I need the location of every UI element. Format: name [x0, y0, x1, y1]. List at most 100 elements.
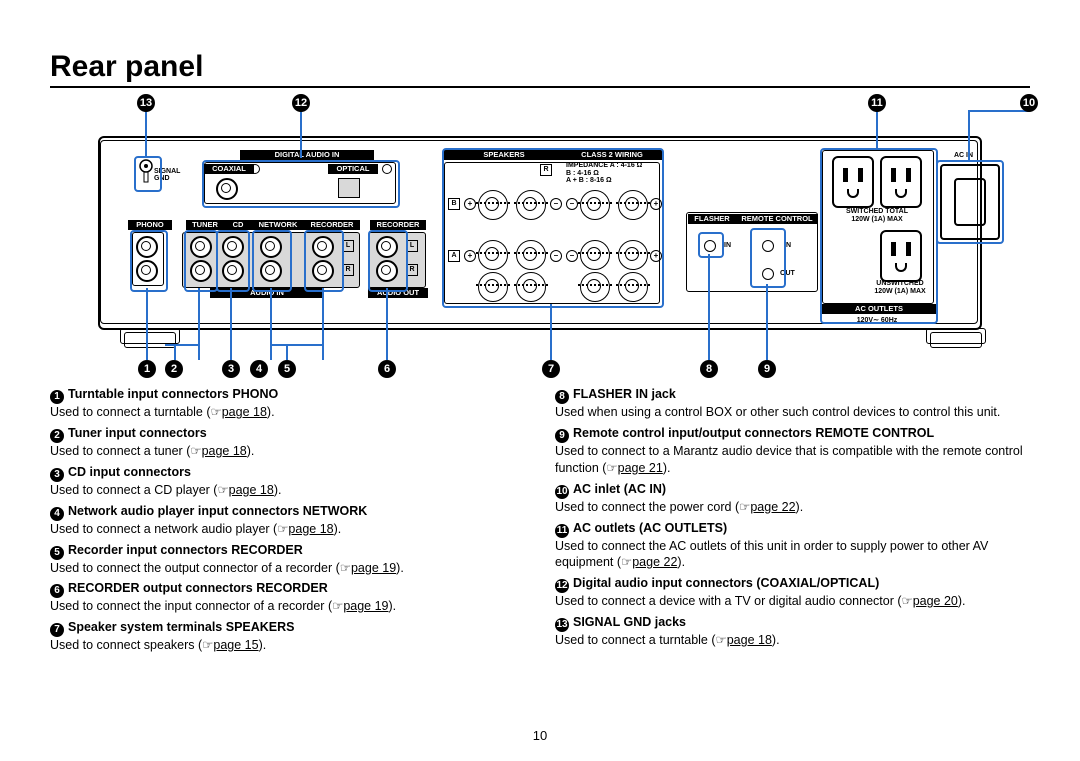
phono-label: PHONO [128, 220, 172, 230]
desc-item: 2 Tuner input connectors Used to connect a… [50, 425, 525, 460]
desc-item: 13SIGNAL GND jacksUsed to connect a turn… [555, 614, 1030, 649]
title-rule [50, 86, 1030, 88]
remote-label: REMOTE CONTROL [736, 214, 818, 224]
item-number: 11 [555, 524, 569, 538]
item-desc: Used to connect the input connector of a… [50, 598, 525, 615]
item-title: AC inlet (AC IN) [573, 482, 666, 496]
desc-item: 7Speaker system terminals SPEAKERSUsed t… [50, 619, 525, 654]
hilite-recorder-in [304, 230, 344, 292]
item-desc: Used to connect a tuner (☞page 18). [50, 443, 525, 460]
page-ref[interactable]: page 19 [343, 599, 388, 613]
page-ref[interactable]: page 18 [229, 483, 274, 497]
item-title: FLASHER IN jack [573, 387, 676, 401]
cd-label: CD [224, 220, 252, 230]
hilite-gnd [134, 156, 162, 192]
item-desc: Used to connect a CD player (☞page 18). [50, 482, 525, 499]
callout-3: 3 [222, 360, 240, 378]
item-title: Network audio player input connectors NE… [68, 504, 367, 518]
hilite-phono [130, 230, 168, 292]
page-ref[interactable]: page 22 [632, 555, 677, 569]
item-number: 10 [555, 485, 569, 499]
item-number: 6 [50, 584, 64, 598]
flasher-label: FLASHER [688, 214, 736, 224]
desc-item: 1 Turntable input connectors PHONO Used to… [50, 386, 525, 421]
item-title: Recorder input connectors RECORDER [68, 543, 303, 557]
desc-item: 5 Recorder input connectors RECORDER Used … [50, 542, 525, 577]
item-number: 5 [50, 546, 64, 560]
hilite-recorder-out [368, 230, 408, 292]
desc-item: 11AC outlets (AC OUTLETS)Used to connect… [555, 520, 1030, 572]
in-label: IN [724, 242, 731, 249]
callout-8: 8 [700, 360, 718, 378]
item-desc: Used to connect the power cord (☞page 22… [555, 499, 1030, 516]
hilite-acin [936, 160, 1004, 244]
hilite-speakers [442, 148, 664, 308]
item-desc: Used to connect a device with a TV or di… [555, 593, 1030, 610]
hilite-flasher [698, 232, 724, 258]
item-number: 13 [555, 618, 569, 632]
item-title: SIGNAL GND jacks [573, 615, 686, 629]
item-number: 7 [50, 623, 64, 637]
item-number: 1 [50, 390, 64, 404]
page-ref[interactable]: page 21 [618, 461, 663, 475]
callout-1: 1 [138, 360, 156, 378]
recorder-out-label: RECORDER [370, 220, 426, 230]
page-ref[interactable]: page 18 [727, 633, 772, 647]
page-number: 10 [0, 728, 1080, 743]
item-desc: Used to connect to a Marantz audio devic… [555, 443, 1030, 477]
callout-6: 6 [378, 360, 396, 378]
item-desc: Used to connect the output connector of … [50, 560, 525, 577]
desc-item: 12Digital audio input connectors (COAXIA… [555, 575, 1030, 610]
item-desc: Used to connect a turntable (☞page 18). [50, 404, 525, 421]
page-ref[interactable]: page 22 [750, 500, 795, 514]
left-column: 1 Turntable input connectors PHONO Used to… [50, 386, 525, 658]
item-number: 3 [50, 468, 64, 482]
desc-item: 6 RECORDER output connectors RECORDER Used… [50, 580, 525, 615]
callout-10: 10 [1020, 94, 1038, 112]
callout-5: 5 [278, 360, 296, 378]
item-title: RECORDER output connectors RECORDER [68, 581, 328, 595]
page-title: Rear panel [50, 50, 1030, 84]
page-ref[interactable]: page 15 [213, 638, 258, 652]
hilite-remote [750, 228, 786, 288]
recorder-in-label: RECORDER [304, 220, 360, 230]
callout-2: 2 [165, 360, 183, 378]
page-ref[interactable]: page 18 [202, 444, 247, 458]
description-columns: 1 Turntable input connectors PHONO Used to… [50, 386, 1030, 658]
page-ref[interactable]: page 18 [222, 405, 267, 419]
rear-panel-diagram: SIGNAL GND DIGITAL AUDIO IN COAXIAL OPTI… [50, 100, 1030, 380]
digital-audio-in-label: DIGITAL AUDIO IN [240, 150, 374, 160]
hilite-cd [216, 230, 250, 292]
hilite-digital [202, 160, 400, 208]
network-label: NETWORK [252, 220, 304, 230]
hilite-acoutlets [820, 148, 938, 324]
item-desc: Used to connect speakers (☞page 15). [50, 637, 525, 654]
item-number: 2 [50, 429, 64, 443]
callout-4: 4 [250, 360, 268, 378]
item-title: Tuner input connectors [68, 426, 207, 440]
callout-9: 9 [758, 360, 776, 378]
callout-12: 12 [292, 94, 310, 112]
desc-item: 3 CD input connectors Used to connect a CD… [50, 464, 525, 499]
page-ref[interactable]: page 19 [351, 561, 396, 575]
item-desc: Used when using a control BOX or other s… [555, 404, 1030, 421]
item-number: 9 [555, 429, 569, 443]
item-number: 4 [50, 507, 64, 521]
desc-item: 9 Remote control input/output connectors … [555, 425, 1030, 477]
desc-item: 4 Network audio player input connectors N… [50, 503, 525, 538]
item-number: 8 [555, 390, 569, 404]
right-column: 8 FLASHER IN jack Used when using a contro… [555, 386, 1030, 658]
item-title: AC outlets (AC OUTLETS) [573, 521, 727, 535]
hilite-network [252, 230, 292, 292]
page-ref[interactable]: page 20 [913, 594, 958, 608]
item-title: Remote control input/output connectors R… [573, 426, 934, 440]
callout-7: 7 [542, 360, 560, 378]
foot [930, 332, 982, 348]
item-title: Turntable input connectors PHONO [68, 387, 278, 401]
callout-13: 13 [137, 94, 155, 112]
item-title: Digital audio input connectors (COAXIAL/… [573, 576, 879, 590]
page-ref[interactable]: page 18 [288, 522, 333, 536]
callout-11: 11 [868, 94, 886, 112]
ac-in-label: AC IN [954, 152, 973, 159]
item-title: CD input connectors [68, 465, 191, 479]
